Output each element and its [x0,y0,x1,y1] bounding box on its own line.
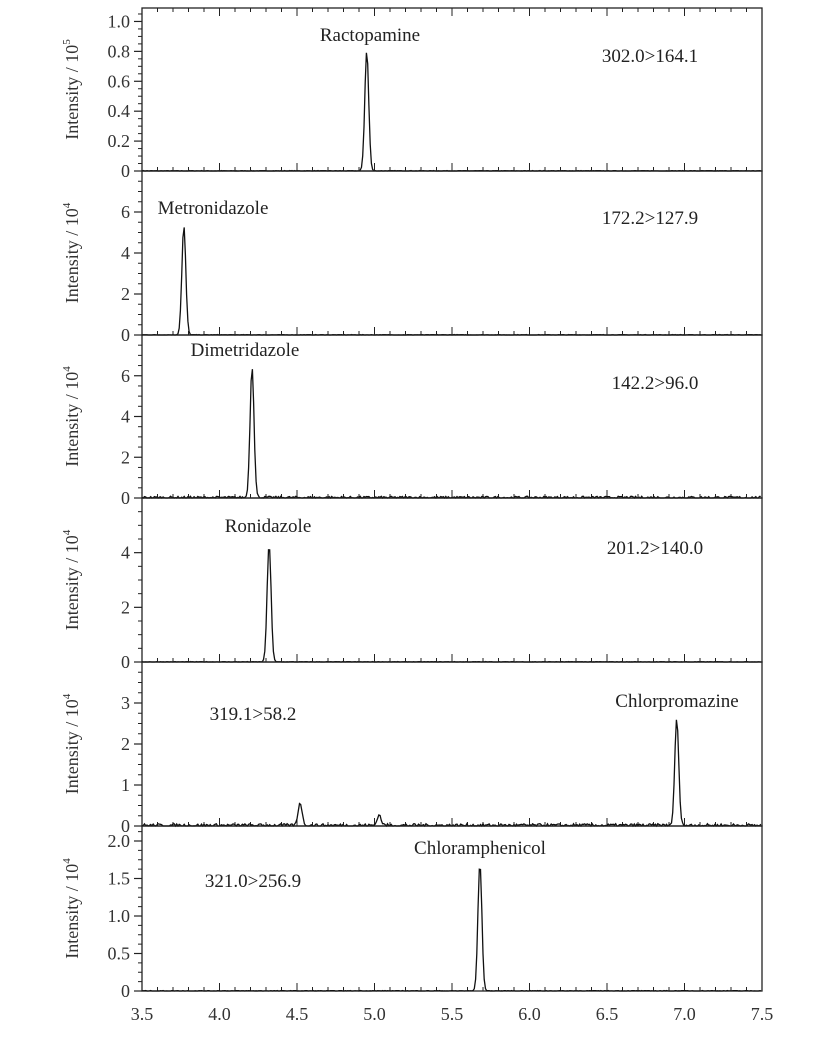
y-tick-label: 2.0 [108,831,131,851]
y-axis-label: Intensity / 104 [61,693,82,794]
panel-frame [141,661,763,827]
x-tick-label: 5.0 [363,1004,386,1024]
transition-label-3: 142.2>96.0 [612,373,699,394]
y-axis-label-text: Intensity / 10 [62,45,82,140]
y-tick-label: 1.0 [108,906,131,926]
y-axis-label: Intensity / 104 [61,202,82,303]
y-tick-label: 0 [121,816,130,836]
y-tick-label: 6 [121,366,130,386]
transition-label-4: 201.2>140.0 [607,538,703,559]
y-tick-label: 2 [121,734,130,754]
transition-label-2: 172.2>127.9 [602,208,698,229]
y-tick-label: 2 [121,284,130,304]
y-tick-label: 0.8 [108,41,131,61]
transition-label-1: 302.0>164.1 [602,46,698,67]
y-axis-label-text: Intensity / 10 [62,208,82,303]
x-tick-label: 4.0 [208,1004,231,1024]
y-tick-label: 0 [121,488,130,508]
y-axis-label-text: Intensity / 10 [62,864,82,959]
chromatogram-trace [141,719,762,828]
chromatogram-trace [141,549,761,663]
transition-label-5: 319.1>58.2 [210,704,297,725]
compound-label-metronidazole: Metronidazole [158,198,269,219]
y-axis-label-exponent: 5 [61,39,73,45]
y-tick-label: 6 [121,202,130,222]
y-axis-label: Intensity / 104 [61,529,82,630]
x-tick-label: 3.5 [131,1004,154,1024]
x-tick-label: 7.0 [673,1004,696,1024]
y-tick-label: 1.0 [108,11,131,31]
y-tick-label: 3 [121,693,130,713]
chromatogram-trace [141,52,761,172]
panel-frame [141,7,763,172]
y-tick-label: 4 [121,543,130,563]
compound-label-dimetridazole: Dimetridazole [191,340,300,361]
y-tick-label: 1.5 [108,869,131,889]
panel-1: 0 0.2 0.4 0.6 0.8 1.0 Intensity / 105 [61,7,763,181]
x-tick-label: 4.5 [286,1004,309,1024]
compound-label-chlorpromazine: Chlorpromazine [615,691,738,712]
compound-label-chloramphenicol: Chloramphenicol [414,838,546,859]
y-tick-label: 0 [121,652,130,672]
y-tick-label: 0.4 [108,101,131,121]
y-tick-label: 0 [121,325,130,345]
y-tick-label: 0.2 [108,131,131,151]
y-axis-label-text: Intensity / 10 [62,699,82,794]
y-axis-label-text: Intensity / 10 [62,535,82,630]
chromatogram-trace [141,227,761,336]
y-tick-label: 2 [121,597,130,617]
y-tick-label: 4 [121,407,130,427]
y-axis-label-exponent: 4 [61,366,73,372]
panel-6: 0 0.5 1.0 1.5 2.0 Intensity / 104 [61,825,763,1001]
y-tick-label: 0 [121,161,130,181]
x-tick-label: 7.5 [751,1004,774,1024]
x-tick-label: 6.5 [596,1004,619,1024]
y-tick-label: 0 [121,981,130,1001]
y-axis-label: Intensity / 104 [61,858,82,959]
y-tick-label: 1 [121,775,130,795]
y-tick-label: 4 [121,243,130,263]
y-axis-label: Intensity / 105 [61,39,82,140]
y-axis-label-exponent: 4 [61,202,73,208]
y-tick-label: 0.6 [108,71,131,91]
y-axis-label: Intensity / 104 [61,366,82,467]
compound-label-ronidazole: Ronidazole [225,516,312,537]
y-axis-label-exponent: 4 [61,858,73,864]
x-tick-label: 6.0 [518,1004,541,1024]
chromatogram-trace [141,868,761,992]
transition-label-6: 321.0>256.9 [205,871,301,892]
panel-frame [141,170,763,336]
compound-label-ractopamine: Ractopamine [320,25,420,46]
y-axis-label-text: Intensity / 10 [62,372,82,467]
y-tick-label: 0.5 [108,944,131,964]
y-tick-label: 2 [121,447,130,467]
panel-5: 0 1 2 3 Intensity / 104 [61,661,763,836]
y-axis-label-exponent: 4 [61,529,73,535]
y-axis-label-exponent: 4 [61,693,73,699]
x-tick-label: 5.5 [441,1004,464,1024]
